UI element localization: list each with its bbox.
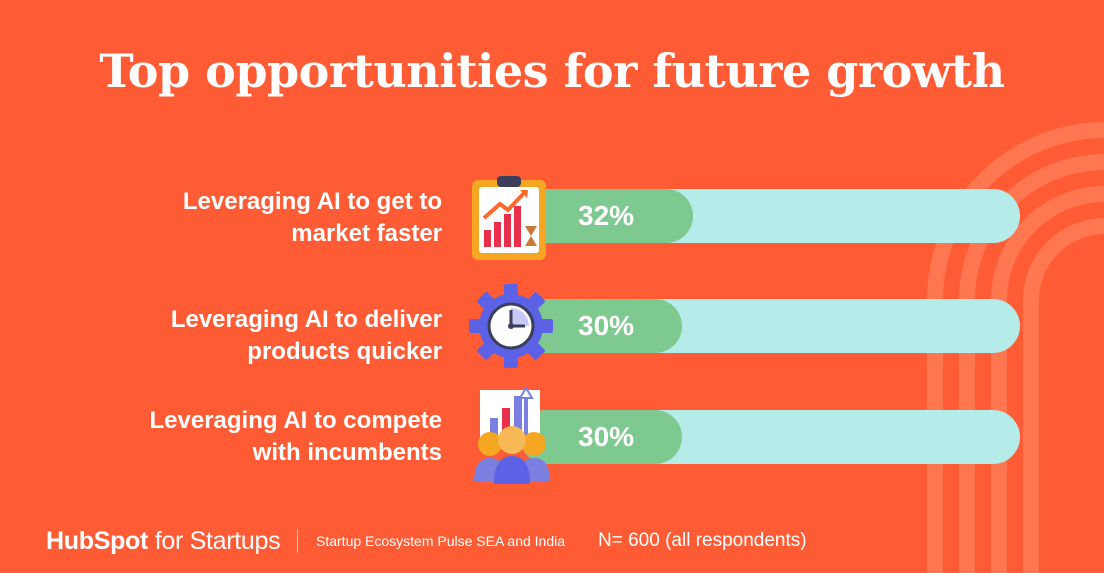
team-growth-chart-icon <box>470 384 554 484</box>
hubspot-for-startups-logo: HubSpot for Startups <box>46 526 281 556</box>
category-label-1-line-2: market faster <box>291 220 442 247</box>
bar-value-label-1: 32% <box>578 200 635 231</box>
category-label-3: Leveraging AI to compete with incumbents <box>62 405 443 469</box>
source-note: Startup Ecosystem Pulse SEA and India <box>316 533 566 549</box>
bar-value-label-2: 30% <box>578 310 635 341</box>
logo-for-startups: for Startups <box>148 527 281 555</box>
gear-clock-icon <box>468 283 553 369</box>
footer-divider <box>297 529 298 553</box>
category-label-2: Leveraging AI to deliver products quicke… <box>62 304 442 368</box>
logo-hubspot: HubSpot <box>46 527 149 555</box>
bar-fill-1 <box>520 189 693 243</box>
category-label-2-line-2: products quicker <box>247 338 442 365</box>
category-label-3-line-2: with incumbents <box>252 439 442 466</box>
bar-fill-3 <box>520 410 682 464</box>
bar-value-label-3: 30% <box>578 421 635 452</box>
clipboard-growth-chart-icon <box>470 174 554 260</box>
chart-title: Top opportunities for future growth <box>99 44 1005 98</box>
category-label-3-line-1: Leveraging AI to compete <box>149 407 443 434</box>
category-label-1: Leveraging AI to get to market faster <box>62 186 442 250</box>
category-label-2-line-1: Leveraging AI to deliver <box>170 306 442 333</box>
category-label-1-line-1: Leveraging AI to get to <box>182 188 442 215</box>
sample-size-note: N= 600 (all respondents) <box>598 530 807 551</box>
